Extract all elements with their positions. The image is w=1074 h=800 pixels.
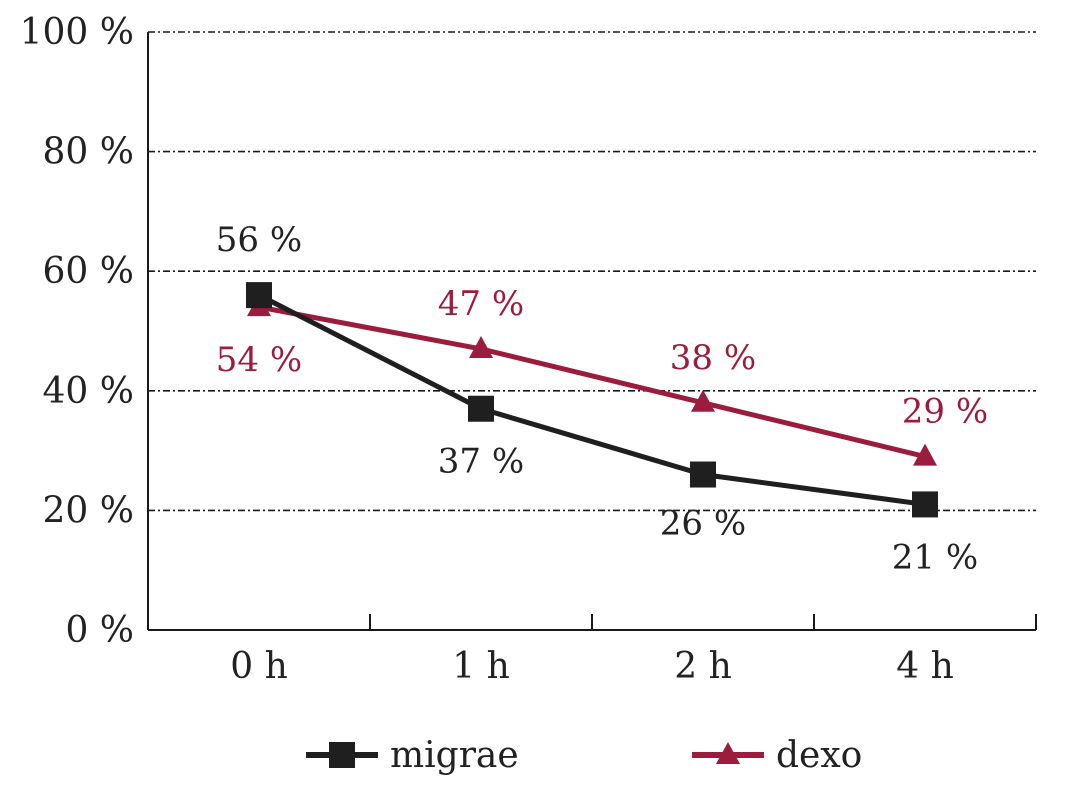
data-label-dexo: 29 % (902, 392, 988, 432)
point-dexo (691, 389, 715, 412)
x-tick-label: 2 h (674, 646, 732, 687)
data-label-migrae: 26 % (660, 504, 746, 544)
legend: migrae dexo (306, 735, 862, 776)
y-tick-labels: 0 % 20 % 40 % 60 % 80 % 100 % (20, 12, 134, 651)
data-label-dexo: 54 % (216, 340, 302, 380)
data-label-migrae: 21 % (892, 537, 978, 577)
y-tick-label: 20 % (43, 490, 134, 531)
y-tick-label: 60 % (43, 251, 134, 292)
series-layer (246, 282, 938, 518)
y-tick-label: 40 % (43, 371, 134, 412)
legend-marker-dexo (716, 742, 740, 764)
series-line-migrae (257, 292, 926, 507)
axes (147, 32, 1037, 631)
x-tick-label: 0 h (230, 646, 288, 687)
x-tick-label: 4 h (896, 646, 954, 687)
data-label-dexo: 38 % (670, 338, 756, 378)
data-labels: 56 % 37 % 26 % 21 % 54 % 47 % 38 % 29 % (216, 220, 988, 577)
x-tick-labels: 0 h 1 h 2 h 4 h (230, 646, 954, 687)
data-label-dexo: 47 % (438, 284, 524, 324)
legend-marker-migrae (329, 742, 355, 768)
y-tick-label: 80 % (43, 132, 134, 173)
y-tick-label: 0 % (65, 610, 134, 651)
point-migrae (912, 491, 938, 518)
gridlines (148, 31, 1036, 512)
data-label-migrae: 56 % (216, 220, 302, 260)
point-migrae (468, 395, 494, 422)
legend-label-migrae: migrae (390, 735, 519, 776)
x-tick-label: 1 h (452, 646, 510, 687)
point-migrae (690, 461, 716, 488)
point-dexo (469, 335, 493, 358)
series-line-dexo (258, 304, 926, 460)
legend-label-dexo: dexo (776, 735, 862, 776)
point-dexo (913, 443, 937, 466)
point-migrae (246, 282, 272, 309)
data-label-migrae: 37 % (438, 442, 524, 482)
y-tick-label: 100 % (20, 12, 134, 53)
